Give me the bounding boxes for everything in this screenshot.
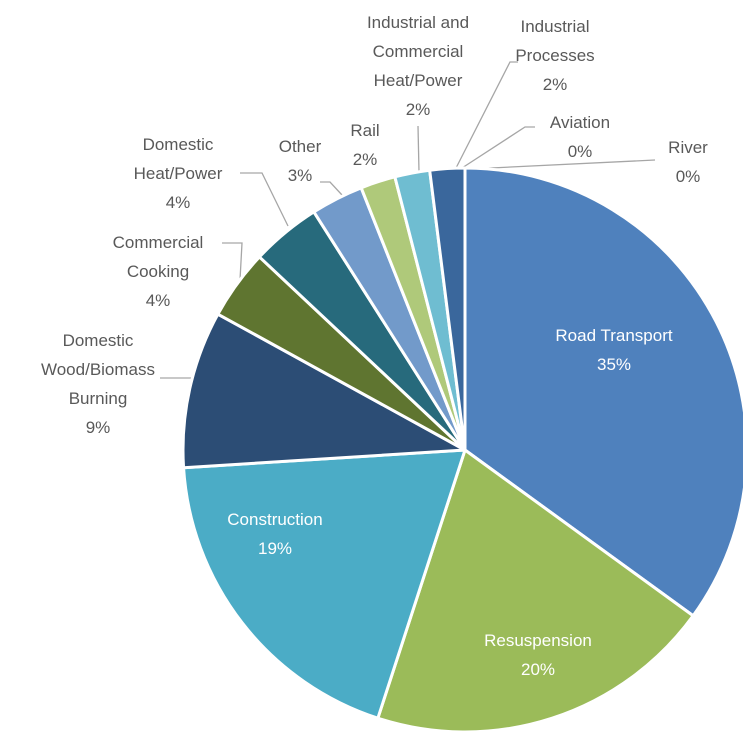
leader-line <box>461 126 535 169</box>
slice-label: Domestic Wood/Biomass Burning 9% <box>41 326 155 442</box>
pie-slice <box>182 448 467 720</box>
pie-slice <box>181 312 467 470</box>
leader-line <box>240 172 289 227</box>
category-label: Construction <box>227 510 323 529</box>
category-label: Resuspension <box>484 631 592 650</box>
pie-slice <box>376 448 695 734</box>
value-label: 4% <box>145 291 171 310</box>
category-label: Rail <box>350 121 380 140</box>
value-label: 0% <box>675 167 701 186</box>
slice-label: Construction 19% <box>227 505 322 563</box>
value-label: 2% <box>542 75 568 94</box>
value-label: 20% <box>520 660 556 679</box>
slice-label: Aviation 0% <box>550 108 610 166</box>
value-label: 0% <box>567 142 593 161</box>
leader-line <box>417 125 420 173</box>
category-label: Other <box>278 137 322 156</box>
leader-lines <box>160 61 656 379</box>
category-label: Industrial and Commercial Heat/Power <box>366 13 470 90</box>
slice-label: River 0% <box>668 133 708 191</box>
pie-slice <box>463 166 743 618</box>
category-label: Domestic Wood/Biomass Burning <box>40 331 156 408</box>
leader-line <box>454 61 518 171</box>
slice-label: Industrial and Commercial Heat/Power 2% <box>367 8 469 124</box>
category-label: River <box>668 138 708 157</box>
value-label: 19% <box>257 539 293 558</box>
category-label: Road Transport <box>555 326 673 345</box>
leader-line <box>469 159 656 170</box>
slice-label: Industrial Processes 2% <box>515 12 594 99</box>
value-label: 2% <box>405 100 431 119</box>
category-label: Domestic Heat/Power <box>133 135 223 183</box>
leader-line <box>320 181 343 196</box>
slice-label: Other 3% <box>279 132 322 190</box>
value-label: 2% <box>352 150 378 169</box>
slice-label: Domestic Heat/Power 4% <box>134 130 223 217</box>
slice-label: Road Transport 35% <box>555 321 672 379</box>
value-label: 9% <box>85 418 111 437</box>
value-label: 3% <box>287 166 313 185</box>
category-label: Industrial Processes <box>515 17 595 65</box>
category-label: Aviation <box>549 113 611 132</box>
slice-label: Rail 2% <box>350 116 379 174</box>
slice-label: Commercial Cooking 4% <box>113 228 204 315</box>
category-label: Commercial Cooking <box>112 233 204 281</box>
slice-label: Resuspension 20% <box>484 626 592 684</box>
value-label: 35% <box>596 355 632 374</box>
leader-line <box>222 242 243 281</box>
value-label: 4% <box>165 193 191 212</box>
